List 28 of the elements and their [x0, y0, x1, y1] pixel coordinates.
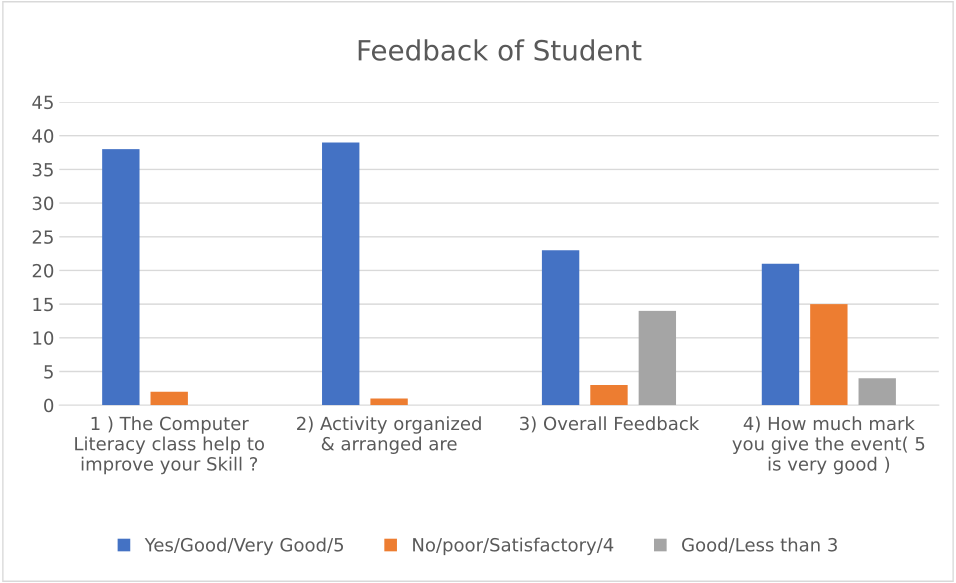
- x-tick-label: 4) How much mark you give the event( 5 is very good ): [732, 416, 924, 474]
- x-tick-label: 1 ) The Computer Literacy class help to improve your Skill ?: [75, 416, 264, 474]
- bar: [638, 310, 676, 406]
- y-tick-label: 10: [33, 331, 54, 345]
- legend-label: Good/Less than 3: [682, 538, 837, 554]
- y-tick-label: 25: [32, 230, 53, 244]
- x-tick-label: 3) Overall Feedback: [520, 416, 700, 432]
- legend-label: No/poor/Satisfactory/4: [413, 538, 614, 556]
- bar: [370, 398, 408, 406]
- chart-title: Feedback of Student: [358, 39, 642, 61]
- bar: [858, 378, 896, 406]
- y-tick-label: 45: [32, 96, 53, 110]
- bar: [590, 384, 628, 406]
- bar: [810, 304, 848, 406]
- y-tick-label: 30: [32, 196, 54, 210]
- y-tick-label: 20: [32, 264, 54, 278]
- bar: [322, 142, 360, 406]
- y-tick-label: 0: [44, 398, 54, 412]
- y-tick-label: 40: [32, 129, 54, 143]
- bar: [542, 250, 580, 406]
- y-tick-label: 5: [44, 365, 53, 379]
- y-tick-label: 35: [32, 162, 53, 177]
- bar: [102, 149, 140, 406]
- bar: [150, 392, 188, 406]
- legend-label: Yes/Good/Very Good/5: [144, 538, 344, 556]
- y-tick-label: 15: [33, 298, 53, 312]
- bar: [762, 264, 800, 406]
- x-tick-label: 2) Activity organized & arranged are: [297, 416, 481, 454]
